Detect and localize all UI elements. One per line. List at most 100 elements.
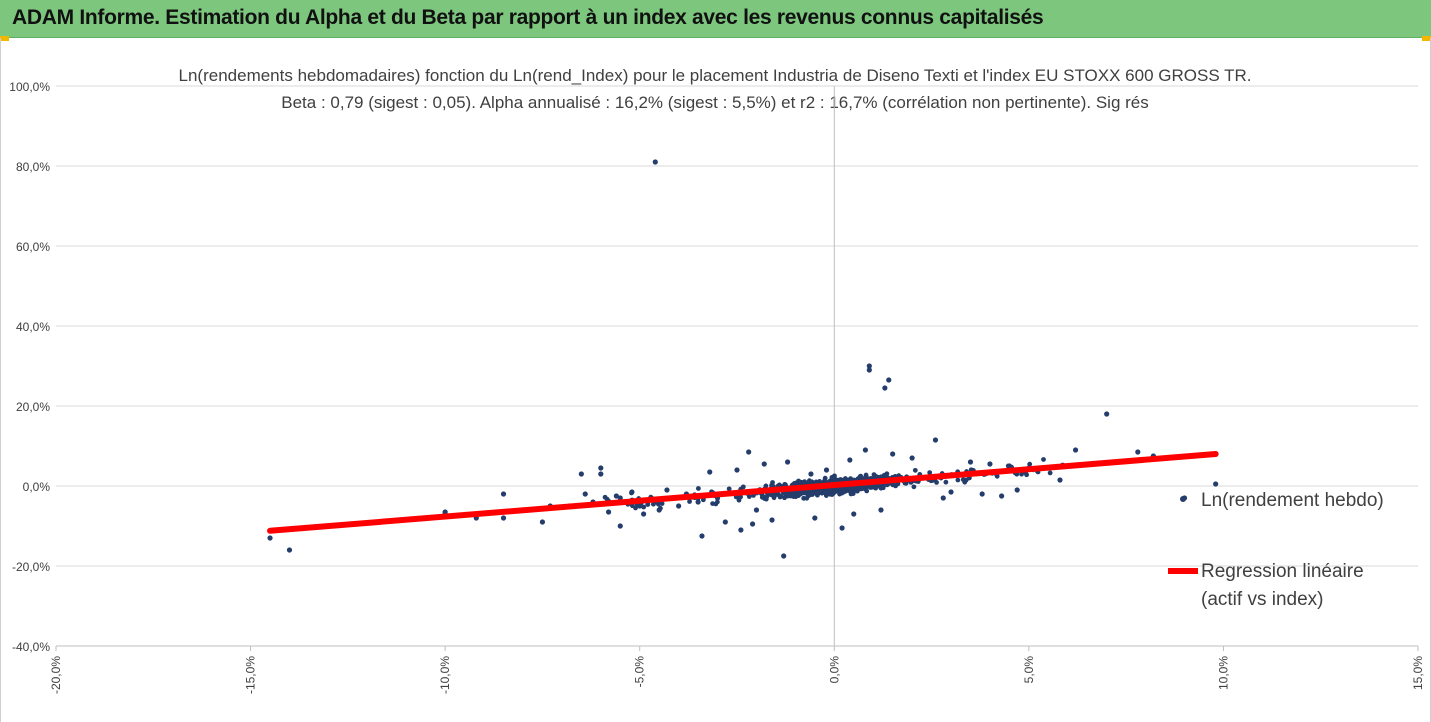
- scatter-point: [602, 494, 608, 500]
- scatter-point: [866, 367, 872, 373]
- corner-marker: [0, 36, 9, 41]
- scatter-point: [909, 455, 915, 461]
- scatter-point: [760, 494, 766, 499]
- scatter-point: [539, 519, 546, 525]
- x-tick-label: 15,0%: [1411, 656, 1425, 690]
- scatter-point: [1027, 461, 1033, 467]
- scatter-point: [934, 479, 939, 485]
- scatter-point: [722, 519, 728, 525]
- scatter-point: [699, 533, 705, 539]
- scatter-point: [999, 493, 1005, 499]
- scatter-point: [578, 471, 584, 477]
- scatter-point: [864, 488, 870, 494]
- scatter-point: [987, 461, 993, 467]
- scatter-point: [808, 471, 814, 477]
- scatter-point: [831, 489, 837, 495]
- scatter-point: [1047, 470, 1053, 476]
- scatter-point: [788, 491, 794, 497]
- scatter-point: [267, 535, 273, 541]
- scatter-point: [866, 363, 872, 369]
- scatter-point: [738, 527, 744, 533]
- x-tick-label: 10,0%: [1216, 656, 1230, 690]
- scatter-point: [740, 484, 746, 490]
- scatter-point: [810, 491, 815, 496]
- scatter-point: [753, 507, 760, 513]
- scatter-point: [911, 484, 917, 490]
- scatter-point: [967, 459, 974, 465]
- scatter-point: [927, 470, 933, 476]
- scatter-point: [890, 451, 896, 457]
- scatter-point: [793, 480, 799, 486]
- scatter-point: [613, 493, 619, 499]
- regression-line: [267, 451, 1219, 534]
- scatter-point: [749, 521, 756, 527]
- scatter-point: [1014, 487, 1020, 493]
- y-tick-label: 20,0%: [16, 400, 50, 414]
- report-title: ADAM Informe. Estimation du Alpha et du …: [12, 6, 1044, 29]
- legend-label-line: Regression linéaire: [1201, 561, 1364, 582]
- scatter-point: [687, 499, 692, 504]
- scatter-point: [1135, 449, 1141, 455]
- x-tick-label: -15,0%: [244, 656, 258, 694]
- y-tick-label: 60,0%: [16, 240, 50, 254]
- x-tick-label: -20,0%: [49, 656, 63, 694]
- scatter-point: [695, 499, 701, 505]
- scatter-point: [886, 377, 892, 383]
- axes: -40,0% -20,0% 0,0% 20,0% 40,0% 60,0% 80,0% 100,…: [9, 80, 1425, 694]
- scatter-point: [1213, 481, 1219, 487]
- scatter-point: [676, 503, 682, 509]
- scatter-point: [641, 504, 647, 510]
- scatter-point: [598, 471, 604, 477]
- scatter-point: [500, 491, 507, 497]
- scatter-point: [960, 477, 966, 483]
- scatter-point: [1072, 447, 1079, 453]
- corner-marker: [1422, 36, 1431, 41]
- scatter-point: [769, 517, 775, 523]
- scatter-point: [839, 525, 845, 531]
- scatter-point: [736, 497, 742, 503]
- scatter-point: [761, 461, 767, 467]
- scatter-point: [500, 515, 507, 521]
- scatter-point: [707, 469, 713, 475]
- scatter-point: [778, 493, 784, 499]
- scatter-point: [878, 507, 884, 513]
- scatter-point: [932, 437, 939, 443]
- scatter-point: [880, 485, 886, 491]
- scatter-point: [797, 491, 803, 497]
- report-header: ADAM Informe. Estimation du Alpha et du …: [0, 0, 1431, 38]
- scatter-point: [847, 457, 853, 463]
- scatter-point: [863, 475, 869, 481]
- scatter-point: [943, 479, 949, 485]
- legend-label-scatter: Ln(rendement hebdo): [1201, 490, 1384, 511]
- x-tick-label: 0,0%: [827, 656, 841, 684]
- scatter-point: [657, 505, 663, 511]
- chart-title: Ln(rendements hebdomadaires) fonction du…: [179, 66, 1252, 85]
- scatter-point: [629, 490, 634, 496]
- legend-label-line-2: (actif vs index): [1201, 589, 1323, 610]
- scatter-point: [869, 484, 875, 490]
- scatter-point: [823, 467, 830, 473]
- x-tick-label: -5,0%: [633, 656, 647, 688]
- scatter-point: [617, 523, 623, 529]
- y-tick-label: -20,0%: [12, 560, 50, 574]
- regression-line-group: [267, 451, 1219, 534]
- scatter-point: [912, 467, 918, 473]
- scatter-point: [784, 459, 791, 465]
- scatter-point: [882, 385, 888, 391]
- scatter-point: [1057, 477, 1063, 483]
- y-tick-label: 40,0%: [16, 320, 50, 334]
- scatter-point: [862, 447, 869, 453]
- chart-subtitle: Beta : 0,79 (sigest : 0,05). Alpha annua…: [281, 93, 1148, 112]
- scatter-point: [605, 509, 612, 515]
- y-tick-label: 100,0%: [9, 80, 50, 94]
- scatter-point: [695, 486, 701, 491]
- legend-marker-scatter: [1180, 496, 1186, 502]
- scatter-point: [652, 159, 658, 165]
- scatter-point: [1019, 471, 1024, 477]
- scatter-point: [831, 475, 837, 480]
- scatter-point: [726, 486, 732, 492]
- scatter-point: [878, 474, 884, 480]
- scatter-point: [713, 501, 719, 507]
- scatter-point: [664, 487, 670, 493]
